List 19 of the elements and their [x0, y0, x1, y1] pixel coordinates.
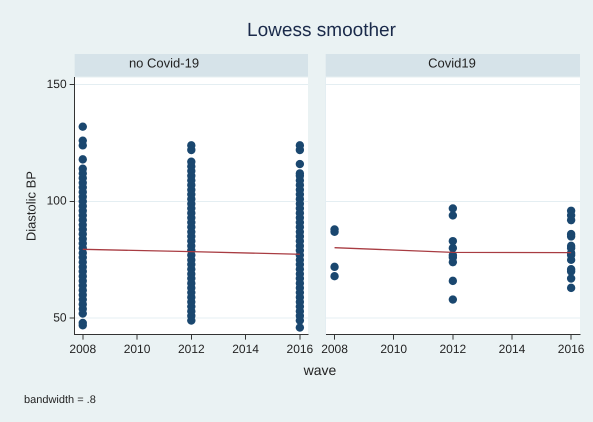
x-tick-label: 2008 [69, 342, 96, 356]
x-tick-label: 2016 [286, 342, 314, 356]
x-tick-label: 2012 [178, 342, 205, 356]
y-tick-label: 100 [46, 194, 67, 208]
x-tick-label: 2010 [124, 342, 151, 356]
x-tick-label: 2016 [558, 342, 585, 356]
x-tick-label: 2014 [232, 342, 260, 356]
x-tick-label: 2014 [498, 342, 526, 356]
chart-subtitle: Covid19 [428, 55, 476, 70]
y-axis-title: Diastolic BP [23, 171, 38, 242]
y-tick-label: 150 [46, 76, 67, 91]
x-axis-title: wave [302, 362, 338, 378]
chart-title: Lowess smoother [246, 20, 397, 42]
y-tick-label: 50 [53, 310, 67, 325]
text: bandwidth = .8 [24, 394, 96, 406]
x-tick-label: 2008 [321, 342, 348, 356]
chart-subtitle: no Covid-19 [128, 55, 200, 70]
x-tick-label: 2010 [380, 342, 408, 356]
x-tick-label: 2012 [439, 342, 467, 356]
